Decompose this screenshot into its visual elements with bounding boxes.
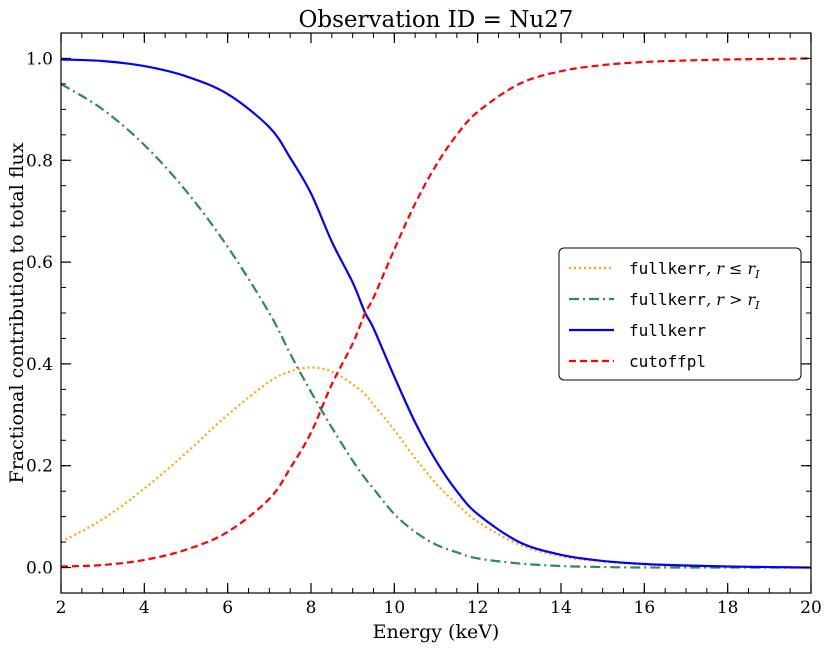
y-tick-label: 1.0 xyxy=(26,49,53,69)
series-line-1-fullkerr-r-r-i xyxy=(60,82,811,569)
y-tick-label: 0.0 xyxy=(26,559,53,579)
x-tick-label: 16 xyxy=(634,598,656,618)
legend: fullkerr, r ≤ rI fullkerr, r > rI fullkerr… xyxy=(558,247,802,381)
y-tick-label: 0.8 xyxy=(26,151,53,171)
y-tick-label: 0.4 xyxy=(26,355,53,375)
y-tick-label: 0.2 xyxy=(26,457,53,477)
series-layer xyxy=(60,57,812,569)
x-tick-label: 14 xyxy=(550,598,572,618)
legend-label-3: cutoffpl xyxy=(629,352,706,371)
x-tick-label: 2 xyxy=(56,598,67,618)
legend-box xyxy=(558,247,802,381)
series-line-2-fullkerr xyxy=(60,58,812,569)
x-tick-label: 10 xyxy=(384,598,406,618)
x-tick-label: 20 xyxy=(800,598,822,618)
legend-label-0: fullkerr, r ≤ rI xyxy=(629,259,760,281)
chart-title: Observation ID = Nu27 xyxy=(299,7,574,33)
series-line-0-fullkerr-r-r-i xyxy=(60,366,812,569)
y-axis-label: Fractional contribution to total flux xyxy=(6,142,28,483)
ticks-layer: 2 4 6 8 10 12 14 16 18 20 0.0 0.2 0.4 0.6 0.8 1.0 xyxy=(26,33,822,618)
x-tick-label: 18 xyxy=(717,598,739,618)
legend-label-2: fullkerr xyxy=(629,321,706,340)
x-axis-label: Energy (keV) xyxy=(373,621,500,643)
x-tick-label: 4 xyxy=(139,598,150,618)
legend-label-1: fullkerr, r > rI xyxy=(629,290,760,312)
y-tick-label: 0.6 xyxy=(26,253,53,273)
x-tick-label: 8 xyxy=(306,598,317,618)
plot-frame xyxy=(60,32,812,594)
x-tick-label: 6 xyxy=(222,598,233,618)
x-tick-label: 12 xyxy=(467,598,489,618)
